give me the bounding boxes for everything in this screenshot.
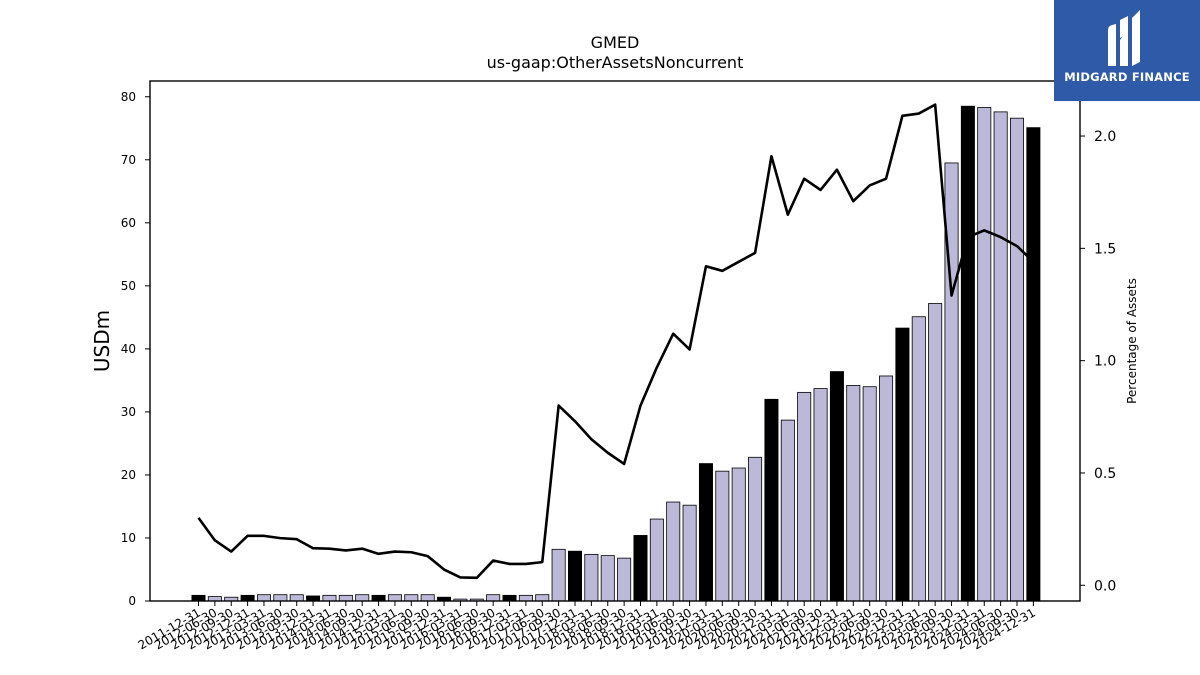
bar-2013-09-30 xyxy=(289,594,304,602)
bar-2020-06-30 xyxy=(731,467,746,602)
bar-2023-12-31 xyxy=(960,105,975,602)
y-tick-label: 10 xyxy=(121,531,136,545)
y-axis-label: USDm xyxy=(90,309,114,373)
bar-2018-03-31 xyxy=(584,553,599,602)
bar-2013-06-30 xyxy=(273,594,288,602)
bar-2012-12-31 xyxy=(240,594,255,602)
right-axis: 0.0 0.5 1.0 1.5 2.0 xyxy=(1080,129,1116,594)
y-tick-label: 80 xyxy=(121,90,136,104)
midgard-logo-icon xyxy=(1108,10,1140,66)
bar-2024-03-31 xyxy=(977,107,992,602)
bar-2017-06-30 xyxy=(535,594,550,602)
bar-2018-12-31 xyxy=(633,535,648,602)
bar-2016-09-30 xyxy=(486,594,501,602)
chart-title: GMED xyxy=(590,33,640,52)
bar-2013-12-31 xyxy=(306,595,321,602)
chart-subtitle: us-gaap:OtherAssetsNoncurrent xyxy=(486,53,744,72)
y2-tick-label: 0.0 xyxy=(1094,578,1116,594)
x-axis: 2011-12-312012-06-302012-09-302012-12-31… xyxy=(136,601,1038,652)
bar-2024-06-30 xyxy=(993,111,1008,602)
bar-2019-06-30 xyxy=(666,501,681,602)
bar-2013-03-31 xyxy=(256,594,271,602)
bar-2020-03-31 xyxy=(715,470,730,602)
line-layer xyxy=(197,103,1035,580)
bar-2020-12-31 xyxy=(764,398,779,602)
y2-tick-label: 2.0 xyxy=(1094,129,1116,145)
bar-2014-06-30 xyxy=(338,594,353,602)
bar-2014-12-31 xyxy=(371,594,386,602)
bar-2019-09-30 xyxy=(682,504,697,602)
bar-2017-12-31 xyxy=(568,550,583,602)
bar-2018-09-30 xyxy=(617,557,632,602)
bar-2020-09-30 xyxy=(748,456,763,602)
y-tick-label: 30 xyxy=(121,405,136,419)
left-axis: 0 10 20 30 40 50 60 70 80 xyxy=(121,90,150,608)
bar-2015-03-31 xyxy=(387,594,402,602)
brand-logo: MIDGARD FINANCE xyxy=(1054,0,1200,101)
bar-2022-03-31 xyxy=(846,385,861,602)
bar-2021-03-31 xyxy=(780,419,795,602)
bar-2022-12-31 xyxy=(895,327,910,602)
y-tick-label: 40 xyxy=(121,342,136,356)
y-tick-label: 50 xyxy=(121,279,136,293)
y-tick-label: 0 xyxy=(128,594,136,608)
bar-2015-06-30 xyxy=(404,594,419,602)
bar-2023-06-30 xyxy=(928,303,943,602)
bar-2024-09-30 xyxy=(1010,117,1025,602)
bar-2014-09-30 xyxy=(355,594,370,602)
bar-2015-09-30 xyxy=(420,594,435,602)
bar-2022-09-30 xyxy=(879,375,894,602)
bar-2019-12-31 xyxy=(698,463,713,602)
bar-2011-12-31 xyxy=(191,594,206,602)
bar-2021-09-30 xyxy=(813,388,828,602)
bar-2019-03-31 xyxy=(649,518,664,602)
y-tick-label: 60 xyxy=(121,216,136,230)
y2-tick-label: 1.5 xyxy=(1094,241,1116,257)
bar-2021-06-30 xyxy=(797,391,812,602)
y2-tick-label: 0.5 xyxy=(1094,466,1116,482)
bar-2016-12-31 xyxy=(502,594,517,602)
bar-2021-12-31 xyxy=(829,371,844,602)
y2-tick-label: 1.0 xyxy=(1094,354,1116,370)
bar-2017-09-30 xyxy=(551,548,566,602)
brand-name: MIDGARD FINANCE xyxy=(1064,70,1190,84)
bar-2018-06-30 xyxy=(600,555,615,602)
y-tick-label: 70 xyxy=(121,153,136,167)
bar-2014-03-31 xyxy=(322,594,337,602)
bar-2022-06-30 xyxy=(862,386,877,602)
y-tick-label: 20 xyxy=(121,468,136,482)
bars-layer xyxy=(191,105,1041,602)
bar-2017-03-31 xyxy=(518,594,533,602)
bar-2023-03-31 xyxy=(911,316,926,602)
bar-2024-12-31 xyxy=(1026,127,1041,602)
plot-frame xyxy=(149,80,1081,602)
y2-axis-label: Percentage of Assets xyxy=(1125,278,1139,404)
percentage-line xyxy=(197,103,1035,580)
